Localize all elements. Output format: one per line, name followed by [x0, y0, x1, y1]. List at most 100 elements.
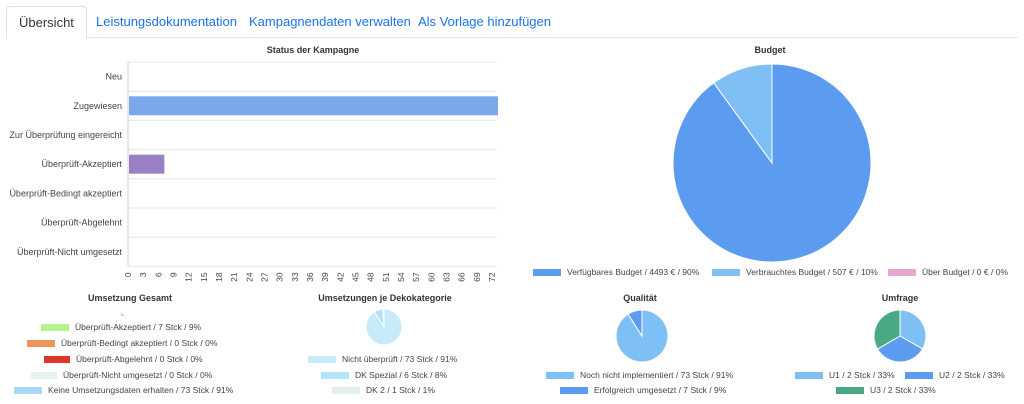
category-label: Überprüft-Akzeptiert — [41, 159, 122, 169]
legend-item-verfuegbares-budget[interactable]: Verfügbares Budget / 4493 € / 90% — [533, 267, 699, 277]
x-tick-label: 9 — [168, 272, 178, 277]
umfrage-title: Umfrage — [881, 293, 919, 303]
legend-swatch — [41, 323, 69, 331]
legend-label: U2 / 2 Stck / 33% — [939, 370, 1005, 380]
legend-item-u3[interactable]: U3 / 2 Stck / 33% — [836, 385, 936, 395]
x-tick-label: 24 — [244, 272, 254, 282]
category-label: Überprüft-Bedingt akzeptiert — [9, 188, 122, 198]
legend-item-bedingt-akzeptiert[interactable]: Überprüft-Bedingt akzeptiert / 0 Stck / … — [27, 338, 217, 348]
umfrage-slice[interactable] — [873, 309, 901, 350]
status-bar-chart: Neu Zugewiesen Zur Überprüfung eingereicht… — [9, 61, 498, 282]
bar[interactable] — [129, 96, 498, 116]
legend-item-verbrauchtes-budget[interactable]: Verbrauchtes Budget / 507 € / 10% — [712, 267, 878, 277]
legend-label: Keine Umsetzungsdaten erhalten / 73 Stck… — [48, 385, 234, 395]
legend-swatch — [560, 386, 588, 394]
legend-item-nicht-ueberprueft[interactable]: Nicht überprüft / 73 Stck / 91% — [308, 354, 457, 364]
category-label: Überprüft-Nicht umgesetzt — [17, 247, 123, 257]
x-tick-label: 36 — [305, 272, 315, 282]
legend-label: U1 / 2 Stck / 33% — [829, 370, 895, 380]
tab-bar: Übersicht Leistungsdokumentation Kampagn… — [6, 6, 1018, 39]
x-tick-label: 12 — [184, 272, 194, 282]
legend-item-nicht-umgesetzt[interactable]: Überprüft-Nicht umgesetzt / 0 Stck / 0% — [31, 370, 212, 380]
x-tick-label: 21 — [229, 272, 239, 282]
qualitaet-title: Qualität — [623, 293, 657, 303]
legend-item-dk-spezial[interactable]: DK Spezial / 6 Stck / 8% — [321, 370, 447, 380]
legend-swatch — [905, 371, 933, 379]
legend-label: Überprüft-Akzeptiert / 7 Stck / 9% — [75, 322, 202, 332]
x-tick-label: 33 — [290, 272, 300, 282]
dekokategorie-pie-chart — [365, 308, 403, 346]
tab-als-vorlage-hinzufuegen[interactable]: Als Vorlage hinzufügen — [418, 14, 551, 29]
legend-label: Über Budget / 0 € / 0% — [922, 267, 1008, 277]
x-tick-label: 72 — [487, 272, 497, 282]
x-tick-label: 63 — [441, 272, 451, 282]
legend-item-keine-daten[interactable]: Keine Umsetzungsdaten erhalten / 73 Stck… — [14, 385, 233, 395]
legend-swatch — [308, 355, 336, 363]
x-tick-label: 6 — [153, 272, 163, 277]
legend-swatch — [44, 355, 70, 363]
legend-label: U3 / 2 Stck / 33% — [870, 385, 936, 395]
tab-kampagnendaten-verwalten[interactable]: Kampagnendaten verwalten — [249, 14, 411, 29]
legend-label: Verfügbares Budget / 4493 € / 90% — [567, 267, 700, 277]
x-tick-label: 48 — [366, 272, 376, 282]
legend-item-abgelehnt[interactable]: Überprüft-Abgelehnt / 0 Stck / 0% — [44, 354, 203, 364]
legend-label: Überprüft-Abgelehnt / 0 Stck / 0% — [76, 354, 203, 364]
legend-swatch — [836, 386, 864, 394]
legend-swatch — [14, 386, 42, 394]
category-label: Zur Überprüfung eingereicht — [9, 130, 122, 140]
legend-label: Überprüft-Nicht umgesetzt / 0 Stck / 0% — [63, 370, 213, 380]
legend-swatch — [533, 268, 561, 276]
legend-label: Verbrauchtes Budget / 507 € / 10% — [746, 267, 878, 277]
legend-swatch — [332, 386, 360, 394]
x-tick-label: 30 — [275, 272, 285, 282]
legend-label: Nicht überprüft / 73 Stck / 91% — [342, 354, 458, 364]
legend-swatch — [795, 371, 823, 379]
x-tick-label: 18 — [214, 272, 224, 282]
category-label: Zugewiesen — [73, 101, 122, 111]
budget-slice[interactable] — [713, 63, 773, 165]
umsetzung-gesamt-slice[interactable] — [121, 313, 125, 316]
legend-item-erfolgreich-umgesetzt[interactable]: Erfolgreich umgesetzt / 7 Stck / 9% — [560, 385, 726, 395]
legend-label: DK 2 / 1 Stck / 1% — [366, 385, 435, 395]
legend-swatch — [712, 268, 740, 276]
x-tick-label: 54 — [396, 272, 406, 282]
legend-item-ueber-budget[interactable]: Über Budget / 0 € / 0% — [888, 267, 1008, 277]
legend-label: Erfolgreich umgesetzt / 7 Stck / 9% — [594, 385, 727, 395]
qualitaet-pie-chart — [615, 309, 669, 363]
legend-label: Noch nicht implementiert / 73 Stck / 91% — [580, 370, 734, 380]
budget-chart-title: Budget — [754, 45, 786, 55]
legend-label: Überprüft-Bedingt akzeptiert / 0 Stck / … — [61, 338, 218, 348]
legend-swatch — [27, 339, 55, 347]
dekokategorie-slice[interactable] — [382, 308, 385, 328]
legend-item-u1[interactable]: U1 / 2 Stck / 33% — [795, 370, 895, 380]
legend-item-dk-2[interactable]: DK 2 / 1 Stck / 1% — [332, 385, 435, 395]
tab-leistungsdokumentation[interactable]: Leistungsdokumentation — [96, 14, 237, 29]
legend-item-u2[interactable]: U2 / 2 Stck / 33% — [905, 370, 1005, 380]
x-tick-label: 45 — [350, 272, 360, 282]
category-label: Neu — [105, 72, 122, 82]
x-tick-label: 0 — [123, 272, 133, 277]
x-tick-label: 27 — [259, 272, 269, 282]
tab-uebersicht[interactable]: Übersicht — [6, 6, 87, 39]
legend-swatch — [321, 371, 349, 379]
x-tick-label: 66 — [457, 272, 467, 282]
legend-swatch — [888, 268, 916, 276]
dekokategorie-title: Umsetzungen je Dekokategorie — [318, 293, 452, 303]
x-tick-label: 51 — [381, 272, 391, 282]
legend-swatch — [31, 371, 57, 379]
legend-item-noch-nicht-implementiert[interactable]: Noch nicht implementiert / 73 Stck / 91% — [546, 370, 733, 380]
x-tick-label: 69 — [472, 272, 482, 282]
category-label: Überprüft-Abgelehnt — [41, 218, 123, 228]
legend-swatch — [546, 371, 574, 379]
umsetzung-gesamt-title: Umsetzung Gesamt — [87, 293, 173, 303]
status-chart-title: Status der Kampagne — [266, 45, 360, 55]
umsetzung-gesamt-pie-chart — [121, 313, 125, 316]
x-tick-label: 60 — [426, 272, 436, 282]
legend-item-akzeptiert[interactable]: Überprüft-Akzeptiert / 7 Stck / 9% — [41, 322, 201, 332]
umfrage-pie-chart — [873, 309, 927, 363]
umfrage-slice[interactable] — [876, 335, 924, 363]
x-tick-label: 3 — [138, 272, 148, 277]
qualitaet-slice[interactable] — [627, 309, 643, 338]
legend-label: DK Spezial / 6 Stck / 8% — [355, 370, 448, 380]
bar[interactable] — [129, 154, 165, 174]
